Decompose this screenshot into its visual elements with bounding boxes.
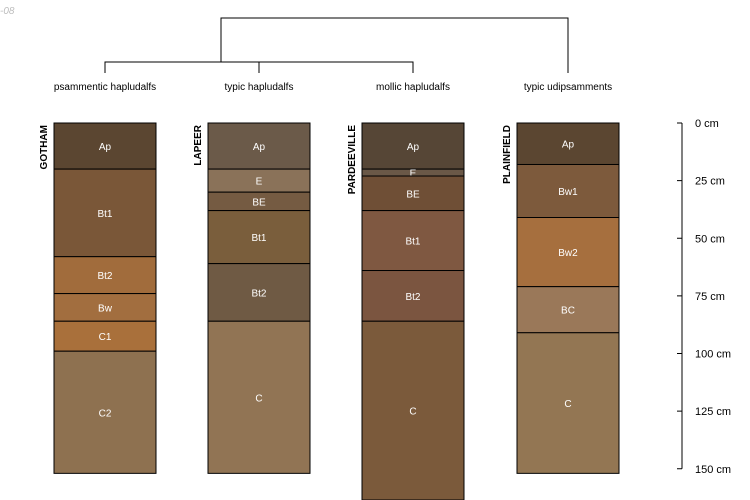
horizon-label: Bw2: [558, 248, 578, 259]
horizon-bt2: [361, 270, 465, 322]
horizon-label: Bt1: [97, 209, 112, 220]
horizon-c: [516, 332, 620, 474]
classification-label: psammentic hapludalfs: [54, 82, 156, 93]
horizon-bt2: [53, 256, 157, 295]
horizon-label: C: [255, 393, 262, 404]
depth-tick-label: 25 cm: [695, 176, 725, 188]
horizon-ap: [361, 122, 465, 170]
dendrogram-root: [220, 17, 569, 73]
classification-label: typic hapludalfs: [225, 82, 294, 93]
horizon-bt1: [207, 210, 311, 265]
profile-name-label: GOTHAM: [39, 125, 50, 169]
depth-tick-label: 150 cm: [695, 464, 731, 476]
classification-label: mollic hapludalfs: [376, 82, 450, 93]
horizon-bt1: [53, 168, 157, 258]
horizon-label: Ap: [99, 142, 112, 153]
profile-lapeer: typic hapludalfs LAPEER Ap E BE Bt1 Bt2 C: [193, 82, 311, 474]
depth-tick-label: 50 cm: [695, 233, 725, 245]
horizon-label: Bt2: [405, 292, 420, 303]
horizon-label: Bw: [98, 303, 113, 314]
horizon-label: C: [409, 407, 416, 418]
horizon-ap: [207, 122, 311, 170]
depth-tick-label: 0 cm: [695, 118, 719, 130]
profile-plainfield: typic udipsamments PLAINFIELD Ap Bw1 Bw2 BC C: [502, 82, 620, 474]
horizon-bt1: [361, 210, 465, 272]
horizon-label: Bt2: [251, 288, 266, 299]
horizon-label: Bt2: [97, 271, 112, 282]
horizon-bw2: [516, 217, 620, 288]
horizon-bc: [516, 286, 620, 334]
horizon-label: E: [410, 169, 417, 180]
horizon-c: [361, 320, 465, 500]
horizon-c2: [53, 350, 157, 474]
depth-axis: 0 cm 25 cm 50 cm 75 cm 100 cm 125 cm 150 cm: [677, 118, 731, 476]
horizon-bt2: [207, 263, 311, 322]
depth-tick-label: 75 cm: [695, 291, 725, 303]
horizon-label: C: [564, 399, 571, 410]
horizon-be: [361, 175, 465, 212]
horizon-label: BC: [561, 306, 575, 317]
classification-label: typic udipsamments: [524, 82, 612, 93]
corner-label: -08: [0, 6, 15, 17]
profile-name-label: LAPEER: [193, 124, 204, 165]
depth-tick-label: 125 cm: [695, 406, 731, 418]
profile-pardeeville: mollic hapludalfs PARDEEVILLE Ap E BE Bt1 Bt2 C: [347, 82, 465, 500]
horizon-label: Bt1: [251, 233, 266, 244]
profiles: psammentic hapludalfs GOTHAM Ap Bt1 Bt2 Bw C1 C…: [39, 82, 620, 500]
horizon-ap: [53, 122, 157, 170]
horizon-label: BE: [252, 197, 266, 208]
horizon-c: [207, 320, 311, 474]
horizon-label: Bw1: [558, 187, 578, 198]
horizon-label: BE: [406, 189, 420, 200]
dendrogram: [104, 17, 569, 73]
profile-name-label: PARDEEVILLE: [347, 125, 358, 195]
horizon-ap: [516, 122, 620, 165]
profile-gotham: psammentic hapludalfs GOTHAM Ap Bt1 Bt2 Bw C1 C…: [39, 82, 157, 474]
horizon-label: Ap: [562, 140, 575, 151]
horizon-label: E: [256, 177, 263, 188]
horizon-label: Bt1: [405, 237, 420, 248]
horizon-label: C2: [99, 408, 112, 419]
horizon-c1: [53, 320, 157, 352]
horizon-bw: [53, 293, 157, 322]
horizon-label: Ap: [407, 142, 420, 153]
horizon-label: Ap: [253, 142, 266, 153]
horizon-label: C1: [99, 332, 112, 343]
profile-name-label: PLAINFIELD: [502, 125, 513, 184]
depth-tick-label: 100 cm: [695, 349, 731, 361]
